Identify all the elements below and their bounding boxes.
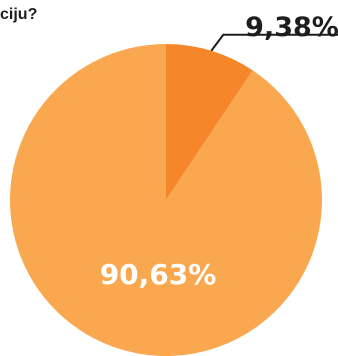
question-text: ciju?: [0, 6, 38, 23]
leader-line: [210, 33, 338, 52]
pie-slice-1: [166, 44, 253, 200]
pie-slice-2: [10, 44, 323, 356]
slice-label-1: 9,38%: [245, 12, 338, 43]
slice-label-2: 90,63%: [100, 258, 217, 291]
